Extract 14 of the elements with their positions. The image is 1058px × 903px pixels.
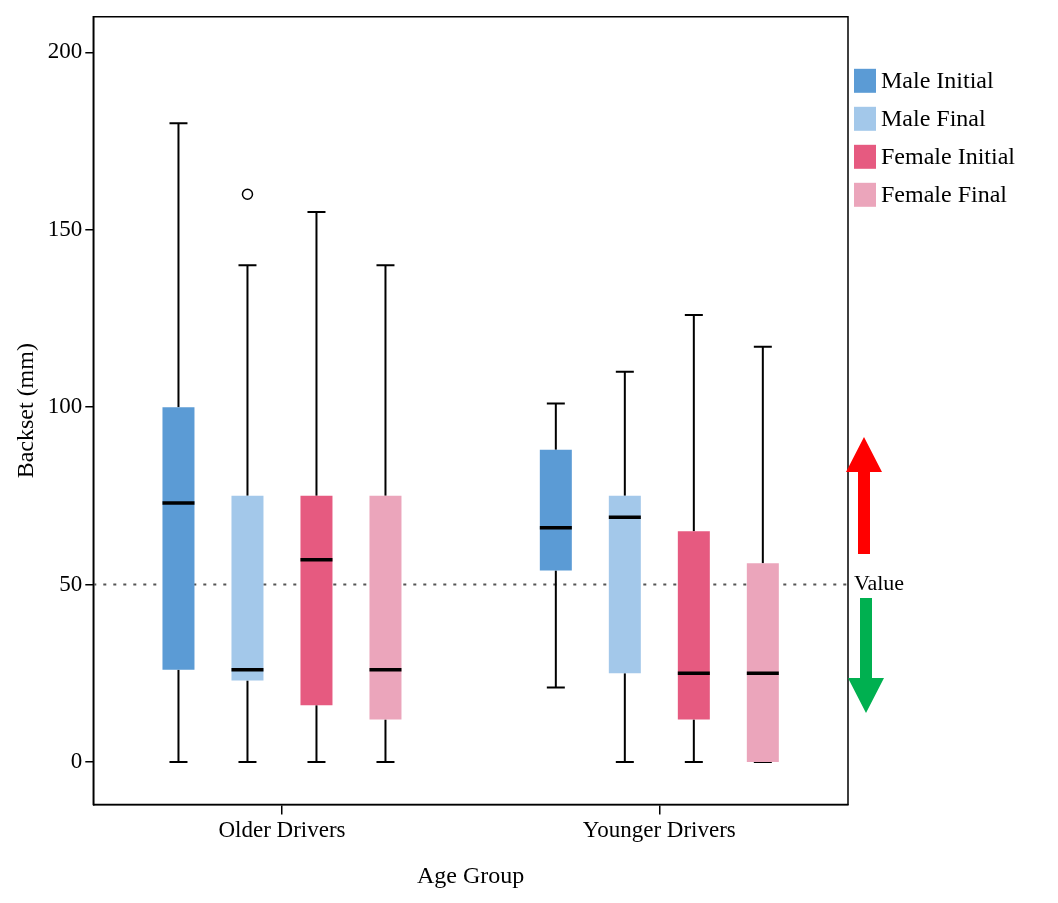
y-tick-label: 0: [70, 748, 83, 774]
legend-label: Male Initial: [881, 67, 994, 94]
x-tick-label: Younger Drivers: [582, 817, 736, 843]
legend-label: Male Final: [881, 105, 986, 132]
legend-label: Female Initial: [881, 143, 1016, 170]
x-axis-title: Age Group: [416, 861, 525, 888]
y-tick-label: 200: [47, 38, 83, 64]
y-tick-label: 100: [47, 393, 83, 419]
y-axis-title: Backset (mm): [11, 343, 38, 479]
y-tick-label: 50: [59, 570, 83, 596]
ref-line-label: Value: [854, 570, 905, 596]
legend-label: Female Final: [881, 181, 1008, 208]
x-tick-label: Older Drivers: [218, 817, 346, 843]
y-tick-label: 150: [47, 215, 83, 241]
